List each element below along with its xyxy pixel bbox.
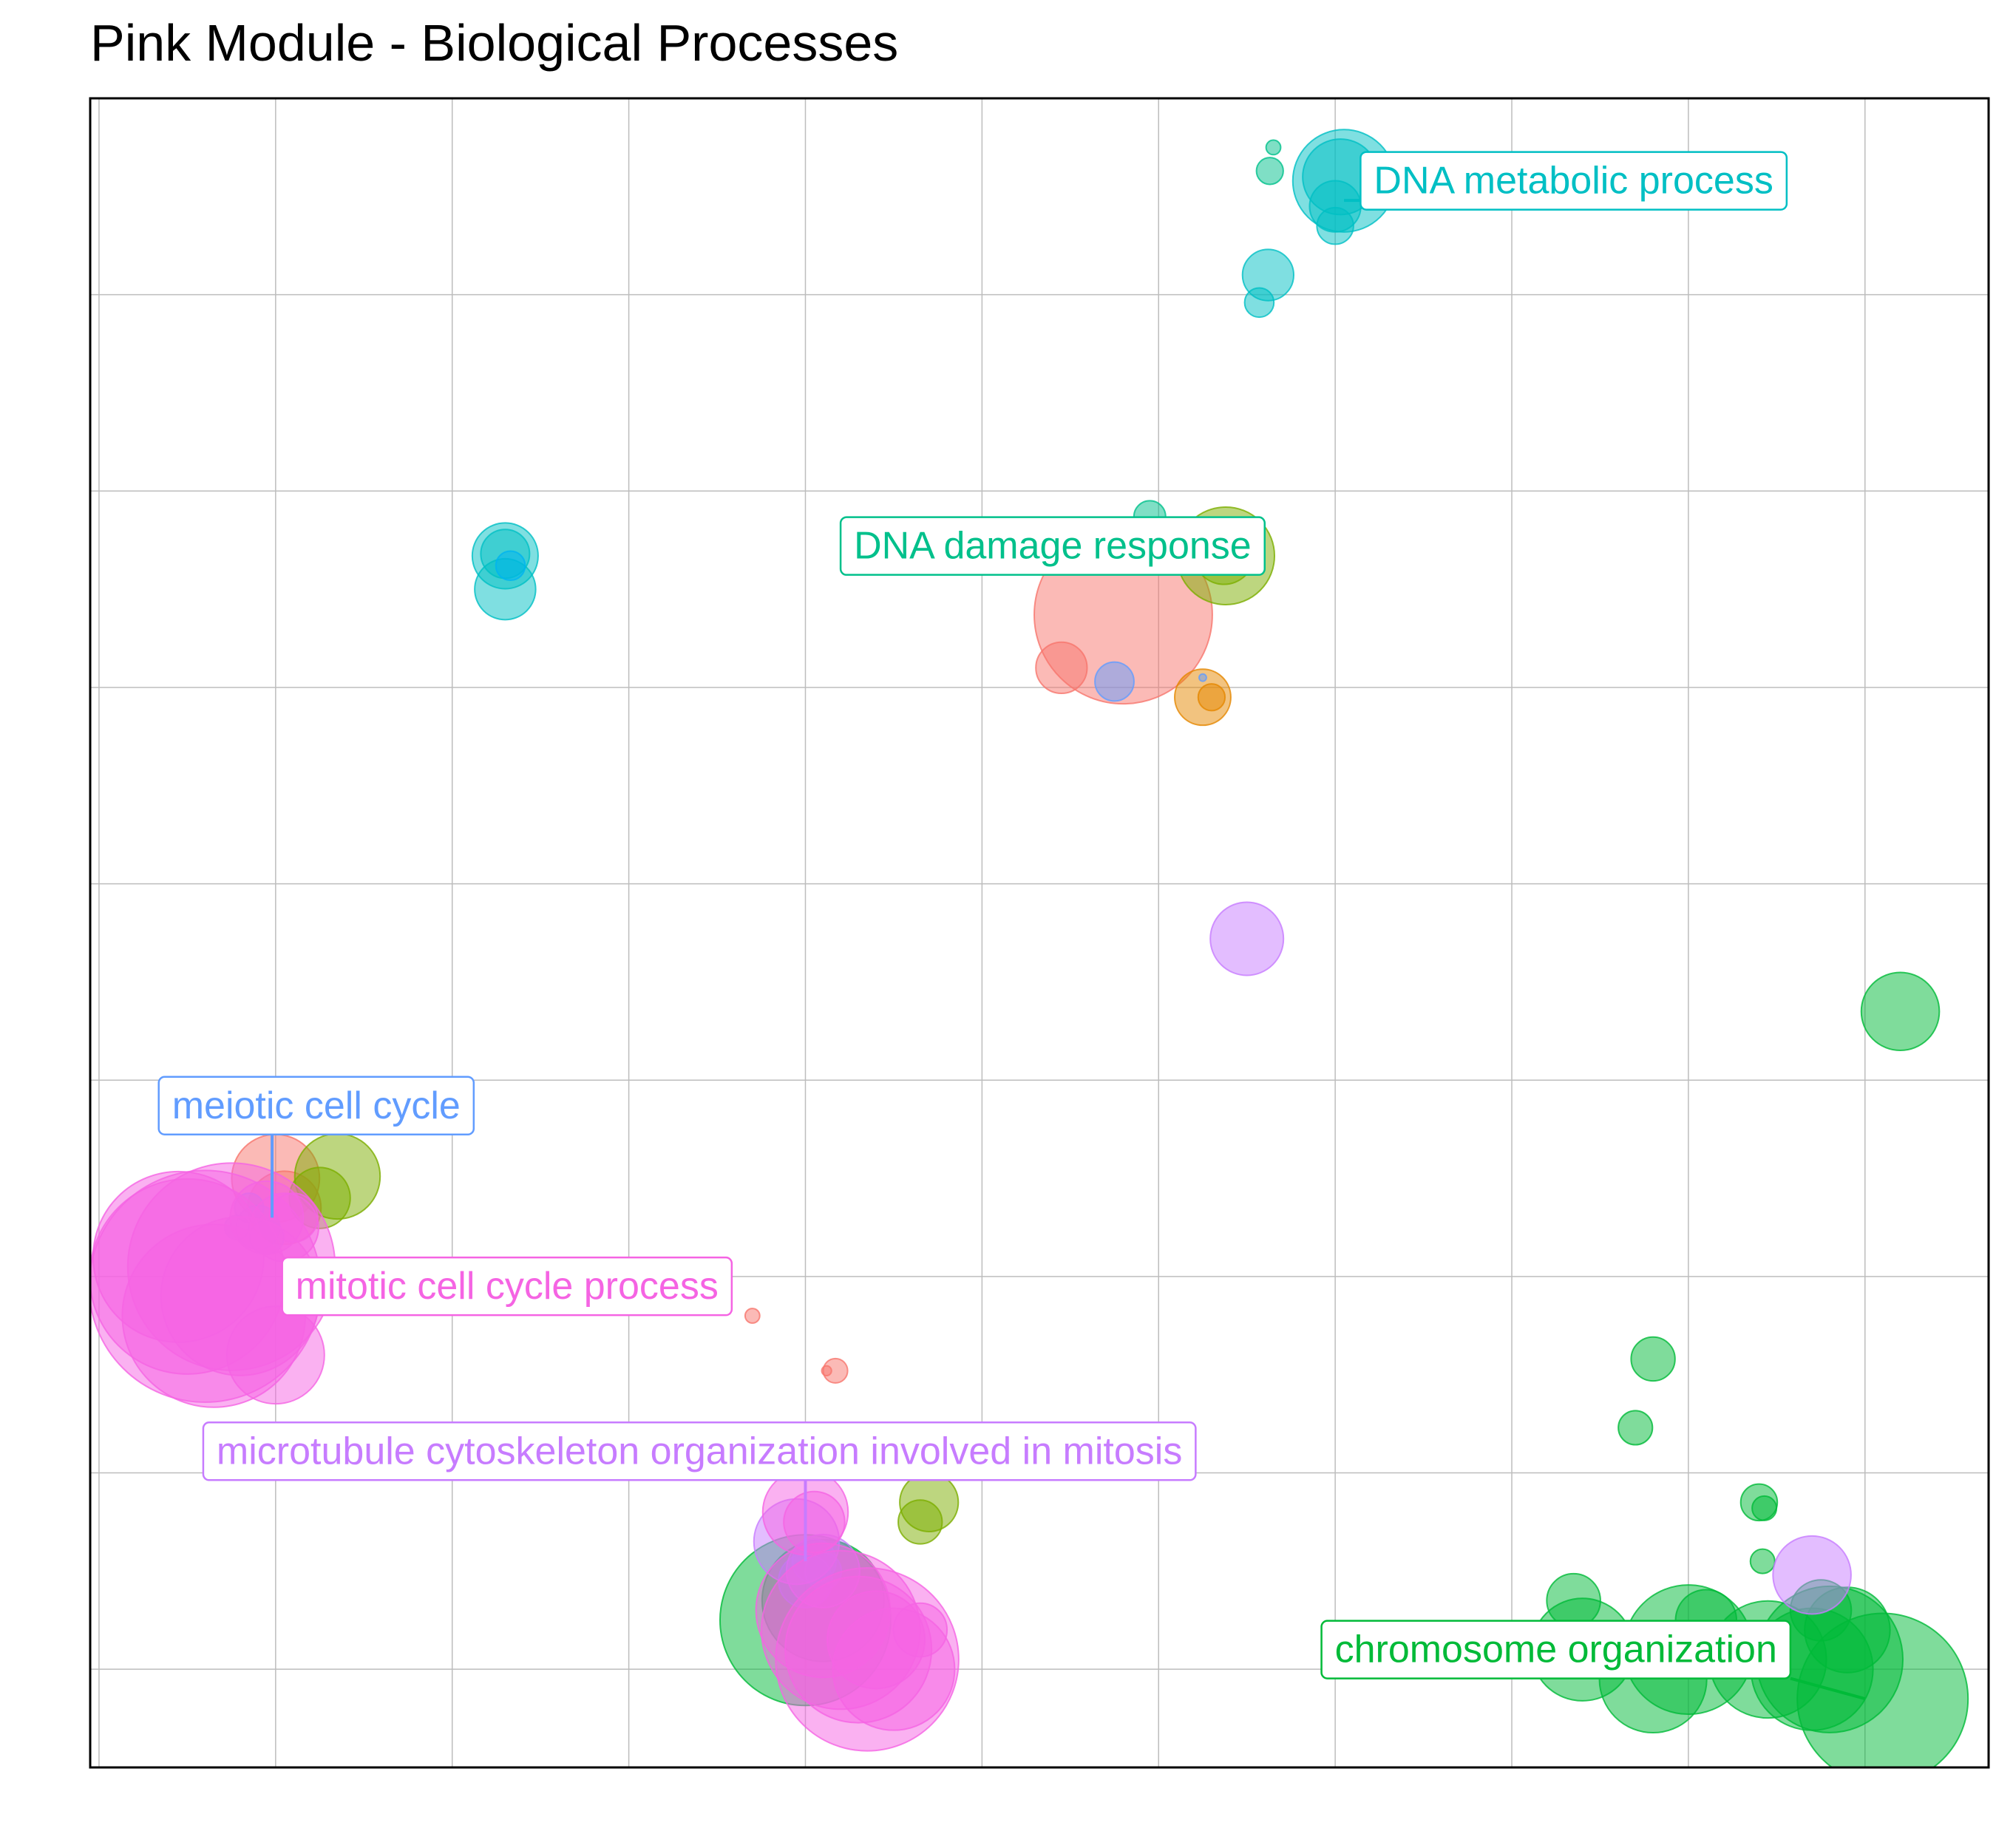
annotation-label: microtubule cytoskeleton organization in… — [202, 1421, 1197, 1481]
data-point — [1209, 901, 1285, 976]
annotation-label-text: microtubule cytoskeleton organization in… — [217, 1430, 1182, 1472]
annotation-label-box — [1359, 151, 1788, 211]
data-point — [744, 1308, 761, 1324]
annotation-label-text: DNA metabolic process — [1374, 160, 1773, 203]
plot-panel-border — [89, 97, 1990, 1769]
data-point — [1316, 206, 1354, 245]
annotation-label: DNA damage response — [839, 516, 1266, 576]
annotation-label: chromosome organization — [1320, 1620, 1792, 1679]
annotation-label-text: meiotic cell cycle — [172, 1084, 461, 1127]
data-point — [1749, 1548, 1776, 1574]
data-point — [1772, 1535, 1852, 1615]
data-point — [1035, 641, 1088, 695]
data-point — [1198, 673, 1207, 682]
plot-panel-background — [90, 98, 1989, 1767]
data-point — [495, 550, 526, 582]
data-point — [1546, 1572, 1601, 1628]
data-point — [1265, 139, 1282, 156]
data-point — [1255, 157, 1284, 186]
annotation-label-box — [202, 1421, 1197, 1481]
data-point — [1197, 683, 1226, 712]
annotation-label-box — [157, 1076, 475, 1136]
data-point — [821, 1365, 832, 1376]
annotation-label-text: mitotic cell cycle process — [296, 1265, 719, 1308]
label-leader-lines — [271, 199, 1866, 1700]
data-point — [1094, 661, 1135, 702]
annotation-label: meiotic cell cycle — [157, 1076, 475, 1136]
annotation-label-box — [1320, 1620, 1792, 1679]
data-point — [897, 1499, 943, 1545]
data-point — [225, 1305, 325, 1405]
annotation-label-text: chromosome organization — [1335, 1628, 1777, 1671]
data-point — [783, 1490, 846, 1554]
data-point — [1630, 1336, 1676, 1382]
data-point — [268, 1192, 319, 1243]
leader-line — [1790, 1677, 1866, 1700]
annotation-label-box — [281, 1256, 733, 1317]
annotation-label-text: DNA damage response — [854, 525, 1252, 568]
annotation-label: DNA metabolic process — [1359, 151, 1788, 211]
annotation-label-box — [839, 516, 1266, 576]
data-point — [1243, 287, 1275, 319]
data-point — [1860, 971, 1941, 1052]
grid-lines — [90, 98, 1989, 1767]
data-point — [1617, 1410, 1654, 1446]
point-labels: DNA metabolic process DNA damage response… — [157, 151, 1792, 1679]
annotation-label: mitotic cell cycle process — [281, 1256, 733, 1317]
chart-title: Pink Module - Biological Processes — [90, 14, 899, 72]
data-point — [1751, 1495, 1778, 1521]
data-point — [892, 1602, 948, 1658]
